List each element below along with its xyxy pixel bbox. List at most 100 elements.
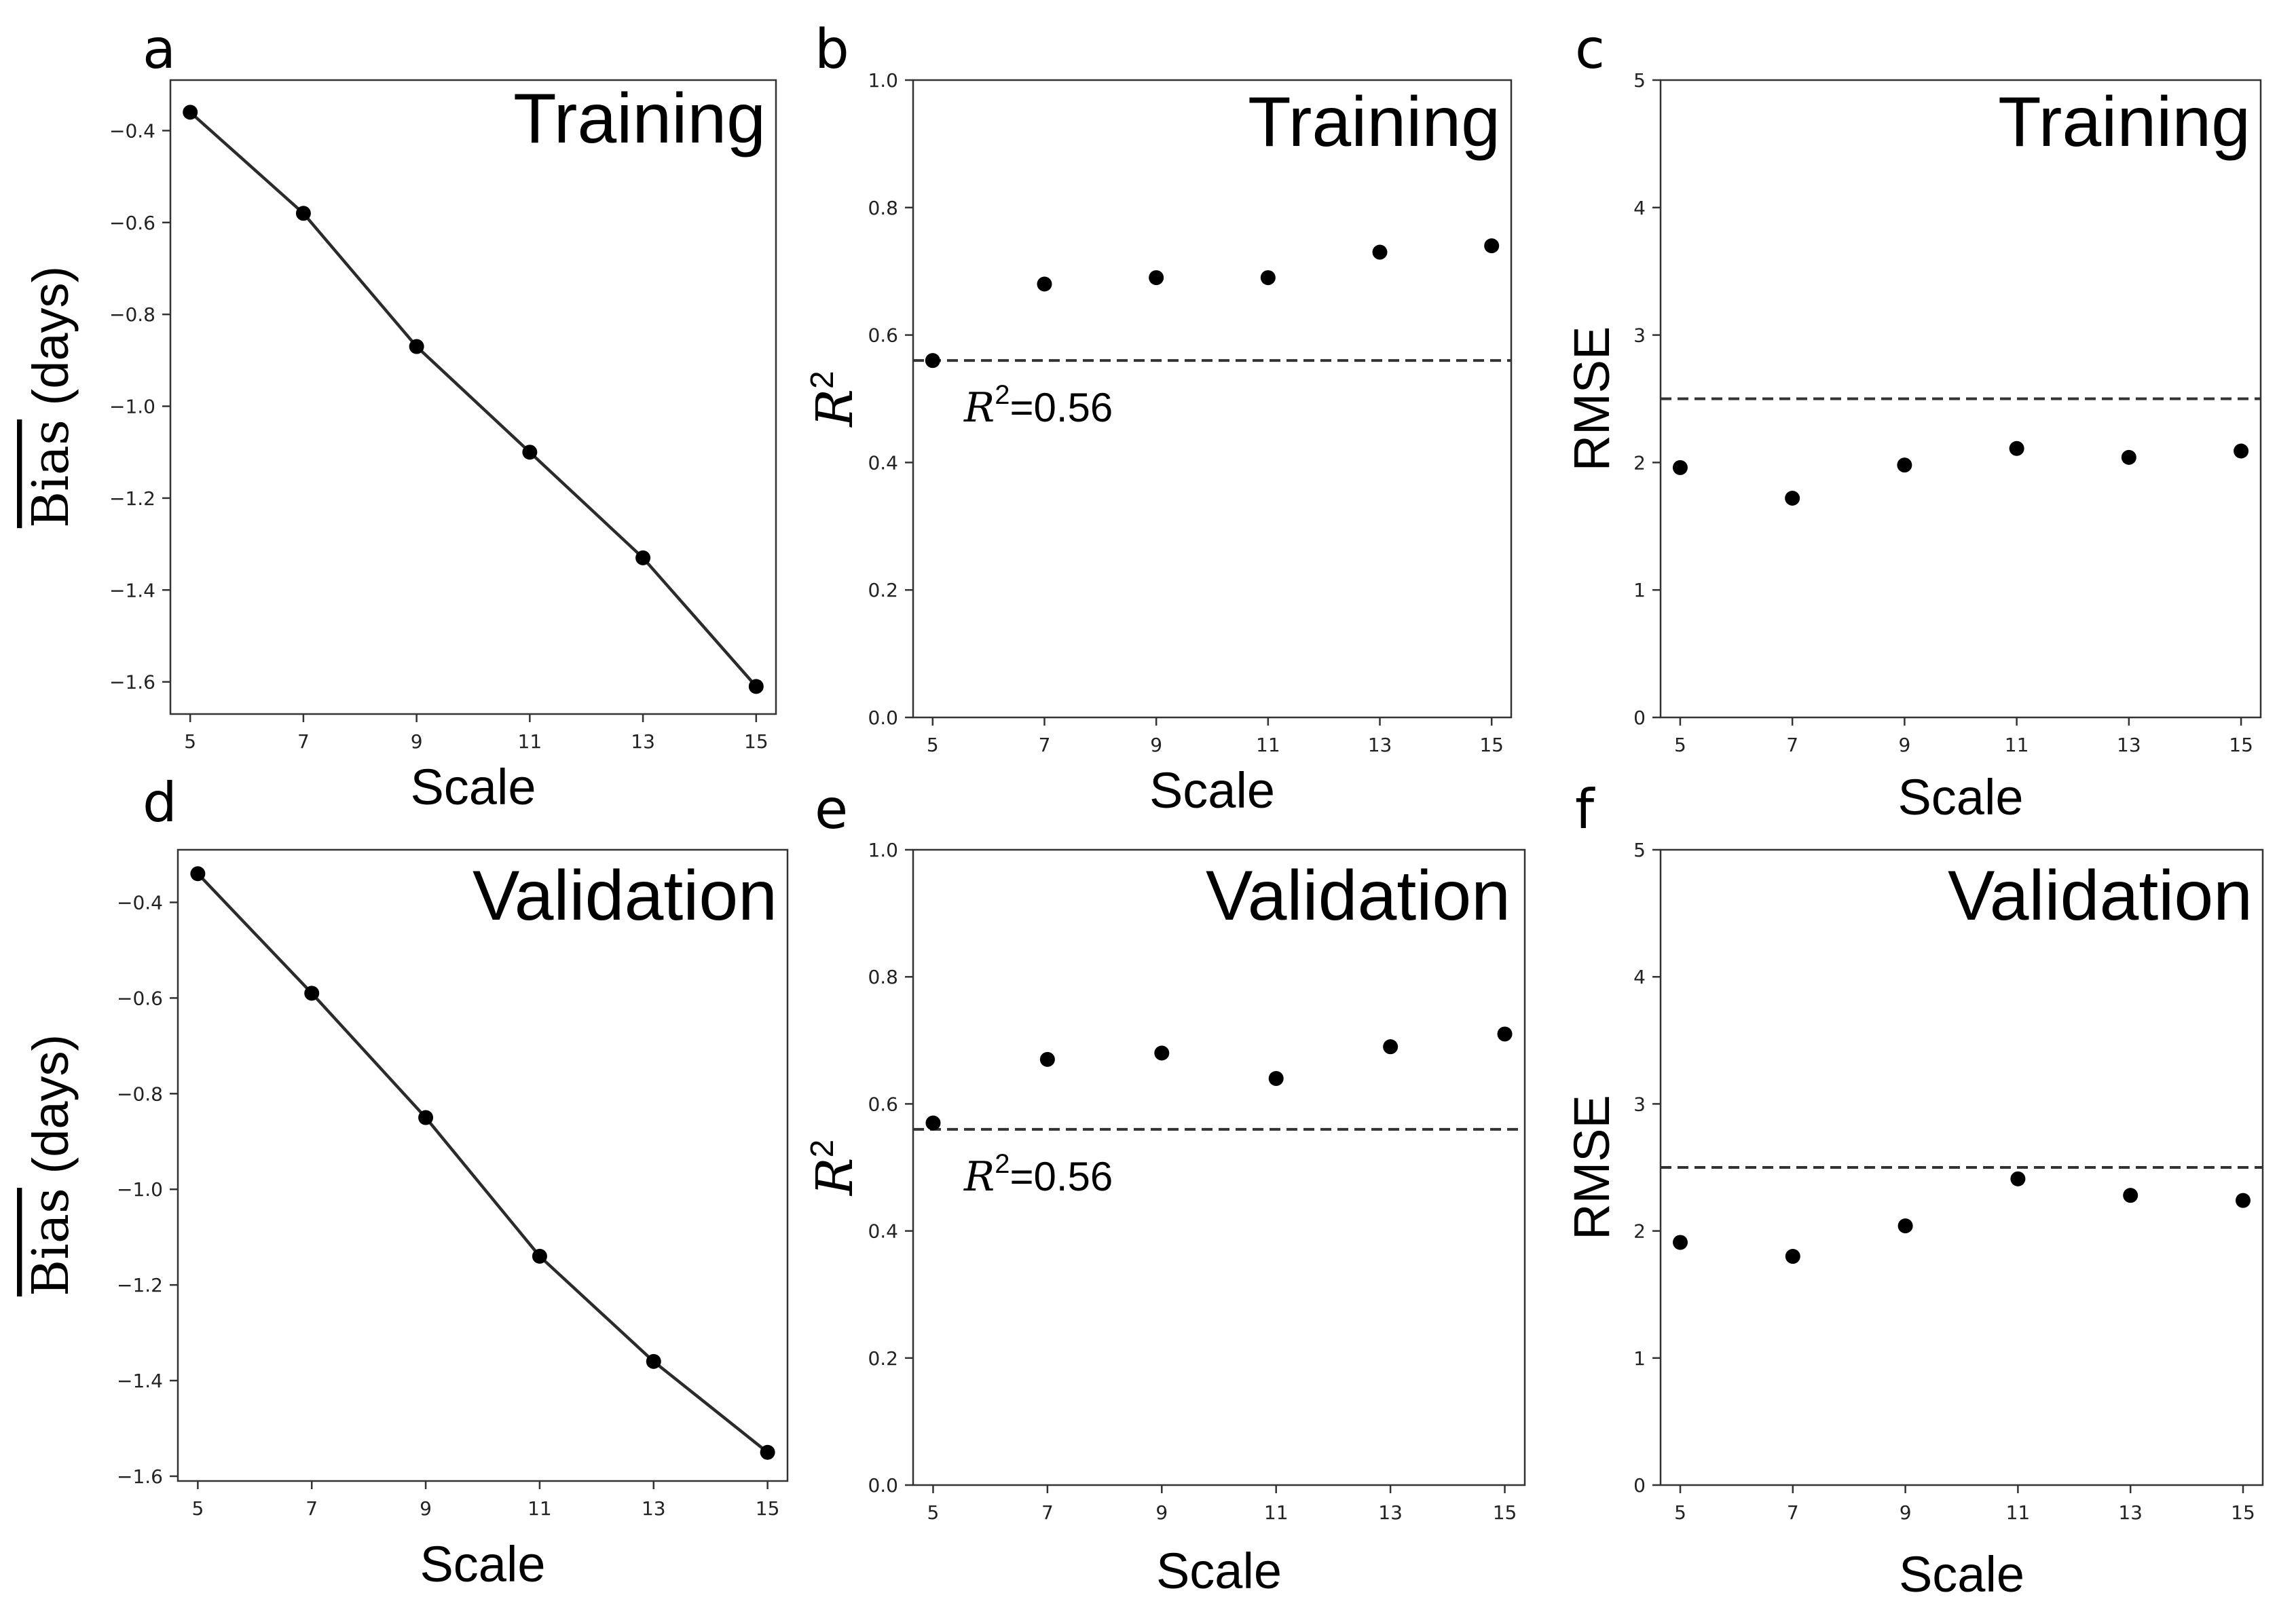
y-tick-label: 0.2 [868, 1347, 898, 1370]
x-tick-label: 9 [1150, 734, 1162, 756]
data-point [2123, 1188, 2138, 1203]
y-axis-title: R2 [804, 1140, 864, 1197]
data-point [1268, 1070, 1284, 1086]
y-tick-label: −1.2 [109, 487, 155, 510]
x-tick-label: 5 [191, 1497, 204, 1520]
y-axis-title-suffix: (days) [22, 1034, 79, 1188]
y-axis-title-suffix: (days) [22, 266, 79, 419]
data-point [635, 550, 651, 565]
panel-f: 5 7 9 11 13 15 0 1 2 3 4 5 f Validation Scale RMSE [1563, 778, 2264, 1602]
x-tick-label: 15 [1479, 734, 1504, 756]
data-point [532, 1248, 547, 1264]
data-point [925, 353, 940, 369]
x-tick-label: 5 [927, 1501, 940, 1524]
data-point [646, 1353, 661, 1369]
plot-frame [177, 848, 789, 1482]
data-point [1260, 270, 1276, 286]
y-axis-title-base: R [806, 1157, 864, 1197]
y-tick-label: −1.0 [117, 1178, 163, 1201]
y-axis-title-overline: Bias [22, 1188, 80, 1296]
y-tick-label: 1.0 [868, 839, 898, 861]
data-point [1154, 1045, 1170, 1061]
panel-letter: a [143, 18, 176, 81]
plot-frame [912, 79, 1513, 719]
data-point [1484, 238, 1500, 254]
annotation-sup: 2 [995, 380, 1010, 410]
y-tick-label: 2 [1633, 451, 1646, 474]
x-tick-label: 13 [2117, 734, 2141, 756]
x-tick-label: 7 [297, 730, 310, 753]
data-point [925, 1115, 941, 1131]
x-tick-label: 9 [420, 1497, 432, 1520]
x-axis-title: Scale [1156, 1543, 1282, 1599]
y-tick-label: −0.6 [117, 987, 163, 1009]
x-tick-label: 13 [631, 730, 655, 753]
data-point [1897, 457, 1912, 473]
plot-frame [169, 79, 777, 715]
panel-letter: e [815, 778, 848, 841]
data-point [409, 339, 424, 354]
panel-title: Training [513, 79, 766, 158]
y-tick-label: −1.6 [109, 671, 155, 694]
x-axis-title: Scale [1899, 1546, 2024, 1602]
panel-title: Validation [473, 857, 777, 935]
data-point [1785, 490, 1800, 506]
data-point [418, 1110, 434, 1125]
y-tick-label: 0.4 [868, 1220, 898, 1243]
data-point [1383, 1039, 1399, 1055]
y-tick-label: 1 [1633, 579, 1646, 601]
data-point [304, 986, 320, 1001]
panel-a: 5 7 9 11 13 15 −1.6 −1.4 −1.2 −1.0 −0.8 −0.6 −0.4 a Tr… [22, 18, 777, 815]
y-tick-label: −1.6 [117, 1465, 163, 1488]
data-point [183, 105, 198, 120]
data-point [1372, 244, 1388, 260]
panel-letter: f [1575, 778, 1595, 841]
data-point [1672, 460, 1688, 475]
annotation-sup: 2 [995, 1149, 1010, 1179]
y-tick-label: −0.6 [109, 212, 155, 234]
y-axis-title: Bias (days) [22, 266, 80, 528]
y-tick-label: 0.8 [868, 197, 898, 219]
x-tick-label: 11 [2005, 734, 2029, 756]
annotation-base: R [963, 384, 995, 432]
data-point [1039, 1051, 1055, 1067]
x-tick-label: 5 [184, 730, 196, 753]
data-point [190, 866, 206, 882]
panel-title: Training [1248, 83, 1500, 162]
x-tick-label: 11 [1256, 734, 1280, 756]
reference-annotation: R2=0.56 [963, 1149, 1113, 1201]
x-tick-label: 13 [1368, 734, 1392, 756]
data-point [2010, 1171, 2026, 1186]
y-tick-label: −1.4 [117, 1370, 163, 1392]
data-point [2235, 1193, 2251, 1208]
y-tick-label: −0.4 [109, 119, 155, 142]
data-point [2121, 449, 2136, 465]
y-tick-label: −0.8 [117, 1083, 163, 1105]
y-tick-label: 1 [1633, 1347, 1646, 1370]
x-tick-label: 9 [1155, 1501, 1168, 1524]
x-tick-label: 15 [756, 1497, 780, 1520]
x-tick-label: 7 [305, 1497, 318, 1520]
x-tick-label: 5 [1674, 1501, 1686, 1524]
y-axis-title-text: RMSE [1563, 1095, 1620, 1240]
data-point [1149, 270, 1164, 286]
annotation-text: =0.56 [1010, 1154, 1113, 1199]
y-axis-title: R2 [804, 371, 864, 428]
x-tick-label: 13 [642, 1497, 666, 1520]
x-tick-label: 7 [1041, 1501, 1054, 1524]
x-tick-label: 9 [1898, 734, 1910, 756]
y-tick-label: 0.0 [868, 707, 898, 729]
y-tick-label: 0 [1633, 707, 1646, 729]
x-tick-label: 9 [1900, 1501, 1912, 1524]
x-axis-title: Scale [420, 1536, 545, 1592]
x-axis-title: Scale [1897, 769, 2023, 825]
y-tick-label: 4 [1633, 197, 1646, 219]
x-tick-label: 11 [2006, 1501, 2031, 1524]
data-point [748, 679, 764, 694]
y-tick-label: 3 [1633, 1093, 1646, 1115]
y-axis-title: RMSE [1563, 326, 1620, 472]
y-axis-title-sup: 2 [804, 1140, 840, 1158]
data-point [1497, 1026, 1513, 1042]
y-tick-label: 5 [1633, 839, 1646, 861]
panel-letter: b [815, 18, 849, 81]
